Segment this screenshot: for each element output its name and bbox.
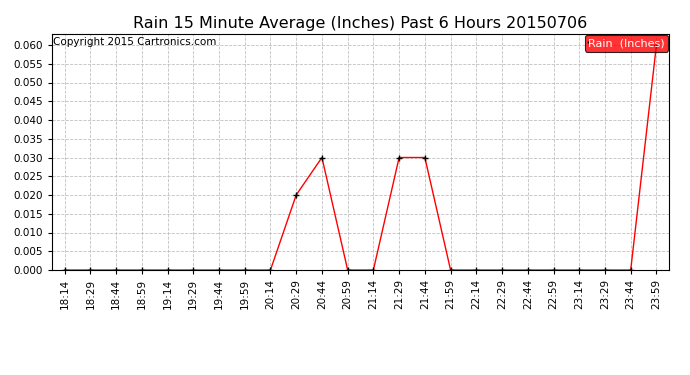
Legend: Rain  (Inches): Rain (Inches) <box>585 35 668 51</box>
Text: Copyright 2015 Cartronics.com: Copyright 2015 Cartronics.com <box>53 37 217 47</box>
Title: Rain 15 Minute Average (Inches) Past 6 Hours 20150706: Rain 15 Minute Average (Inches) Past 6 H… <box>133 16 588 31</box>
